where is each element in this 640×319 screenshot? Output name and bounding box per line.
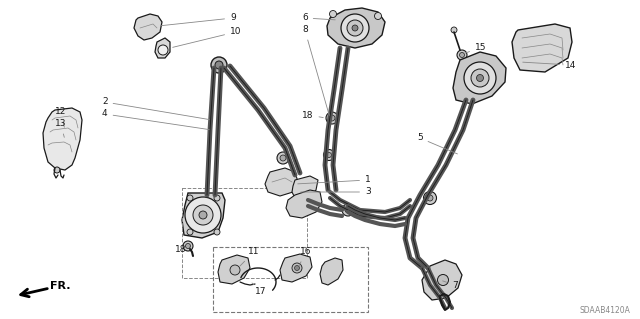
Text: 16: 16 (300, 248, 312, 265)
Text: 15: 15 (465, 43, 486, 53)
Circle shape (457, 50, 467, 60)
Polygon shape (155, 38, 170, 58)
Text: 7: 7 (443, 280, 458, 290)
Circle shape (326, 112, 338, 124)
Circle shape (199, 211, 207, 219)
Circle shape (451, 27, 457, 33)
Circle shape (230, 265, 240, 275)
Text: 12: 12 (55, 108, 67, 127)
Circle shape (342, 204, 354, 216)
Circle shape (211, 57, 227, 73)
Circle shape (294, 265, 300, 271)
Circle shape (186, 243, 191, 249)
Circle shape (460, 53, 465, 57)
Circle shape (329, 115, 335, 121)
Circle shape (464, 62, 496, 94)
Polygon shape (453, 52, 506, 104)
Circle shape (438, 275, 449, 286)
Circle shape (427, 195, 433, 201)
Text: 2: 2 (102, 98, 209, 120)
Text: 3: 3 (301, 188, 371, 197)
Polygon shape (265, 168, 298, 196)
Text: 17: 17 (252, 283, 266, 296)
Circle shape (54, 167, 60, 173)
Text: 4: 4 (102, 109, 209, 130)
Polygon shape (134, 14, 162, 40)
Text: 10: 10 (173, 27, 241, 47)
Text: 6: 6 (302, 13, 335, 23)
Text: SDAAB4120A: SDAAB4120A (579, 306, 630, 315)
Circle shape (345, 207, 351, 213)
Circle shape (183, 241, 193, 251)
Circle shape (424, 191, 436, 204)
Circle shape (214, 229, 220, 235)
Circle shape (187, 195, 193, 201)
Circle shape (352, 25, 358, 31)
Circle shape (374, 12, 381, 19)
Circle shape (477, 75, 483, 81)
Text: 13: 13 (55, 120, 67, 137)
Circle shape (185, 197, 221, 233)
Circle shape (214, 195, 220, 201)
Circle shape (330, 11, 337, 18)
Text: 11: 11 (240, 248, 259, 266)
Text: 9: 9 (161, 13, 236, 26)
Circle shape (187, 229, 193, 235)
Polygon shape (218, 255, 250, 284)
Circle shape (326, 152, 332, 158)
Circle shape (323, 150, 335, 160)
Polygon shape (292, 176, 318, 198)
Text: 18: 18 (175, 246, 190, 255)
Circle shape (158, 45, 168, 55)
Polygon shape (286, 190, 322, 218)
Text: 8: 8 (302, 26, 329, 115)
Circle shape (215, 61, 223, 69)
Text: FR.: FR. (50, 281, 70, 291)
Polygon shape (182, 193, 225, 238)
Polygon shape (280, 254, 312, 282)
Text: 14: 14 (523, 61, 577, 70)
Text: 5: 5 (417, 133, 458, 154)
Circle shape (471, 69, 489, 87)
Polygon shape (512, 24, 572, 72)
Circle shape (277, 152, 289, 164)
Polygon shape (320, 258, 343, 285)
Polygon shape (43, 108, 82, 170)
Polygon shape (422, 260, 462, 300)
Circle shape (193, 205, 213, 225)
Circle shape (341, 14, 369, 42)
Text: 1: 1 (298, 175, 371, 184)
Polygon shape (327, 8, 385, 48)
Circle shape (292, 263, 302, 273)
Circle shape (347, 20, 363, 36)
Text: 18: 18 (302, 110, 323, 120)
Circle shape (280, 155, 286, 161)
